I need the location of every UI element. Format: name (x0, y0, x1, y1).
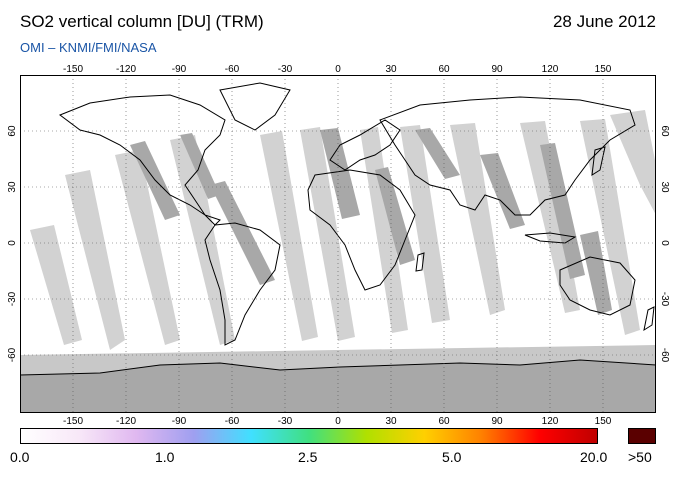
colorbar-max-label: >50 (628, 449, 652, 465)
lon-label-bottom: -90 (172, 416, 187, 427)
lon-label-bottom: 90 (491, 416, 503, 427)
lon-label-top: 90 (491, 64, 503, 75)
lon-label-bottom: -30 (278, 416, 293, 427)
lat-label-left: 60 (7, 125, 18, 137)
lon-label-top: -30 (278, 64, 293, 75)
lat-label-left: -60 (7, 347, 18, 362)
colorbar-label: 2.5 (298, 449, 318, 465)
dark-swaths (130, 128, 612, 315)
lat-label-right: -60 (659, 348, 670, 363)
lon-label-top: -90 (172, 64, 187, 75)
map-title: SO2 vertical column [DU] (TRM) (20, 12, 264, 31)
lon-label-top: 150 (595, 64, 612, 75)
lon-label-top: 0 (335, 64, 341, 75)
colorbar-label: 20.0 (580, 449, 608, 465)
lon-label-top: 60 (438, 64, 450, 75)
lon-label-top: 120 (542, 64, 559, 75)
colorbar-label: 1.0 (155, 449, 175, 465)
lon-label-bottom: 60 (438, 416, 450, 427)
lon-label-bottom: 120 (542, 416, 559, 427)
lat-label-right: 0 (659, 240, 670, 246)
lat-label-right: 30 (659, 181, 670, 193)
lon-label-bottom: 150 (595, 416, 612, 427)
map-date: 28 June 2012 (552, 12, 656, 31)
colorbar-label: 0.0 (10, 449, 30, 465)
lon-label-top: -120 (116, 64, 136, 75)
lat-label-right: 60 (659, 125, 670, 137)
lon-label-bottom: -120 (116, 416, 136, 427)
colorbar (20, 428, 598, 444)
lon-label-top: -60 (225, 64, 240, 75)
lat-label-left: 30 (7, 181, 18, 193)
coastlines (20, 82, 656, 376)
data-source: OMI – KNMI/FMI/NASA (20, 40, 157, 55)
colorbar-max-swatch (628, 428, 656, 444)
lon-label-bottom: -150 (63, 416, 83, 427)
gap-swaths (30, 110, 656, 350)
lon-label-top: 30 (385, 64, 397, 75)
lat-label-left: -30 (7, 291, 18, 306)
lon-label-bottom: 30 (385, 416, 397, 427)
lat-label-right: -30 (659, 292, 670, 307)
graticule (20, 75, 656, 413)
lon-label-top: -150 (63, 64, 83, 75)
lat-label-left: 0 (7, 240, 18, 246)
world-map (20, 75, 656, 413)
colorbar-label: 5.0 (442, 449, 462, 465)
lon-label-bottom: -60 (225, 416, 240, 427)
lon-label-bottom: 0 (335, 416, 341, 427)
